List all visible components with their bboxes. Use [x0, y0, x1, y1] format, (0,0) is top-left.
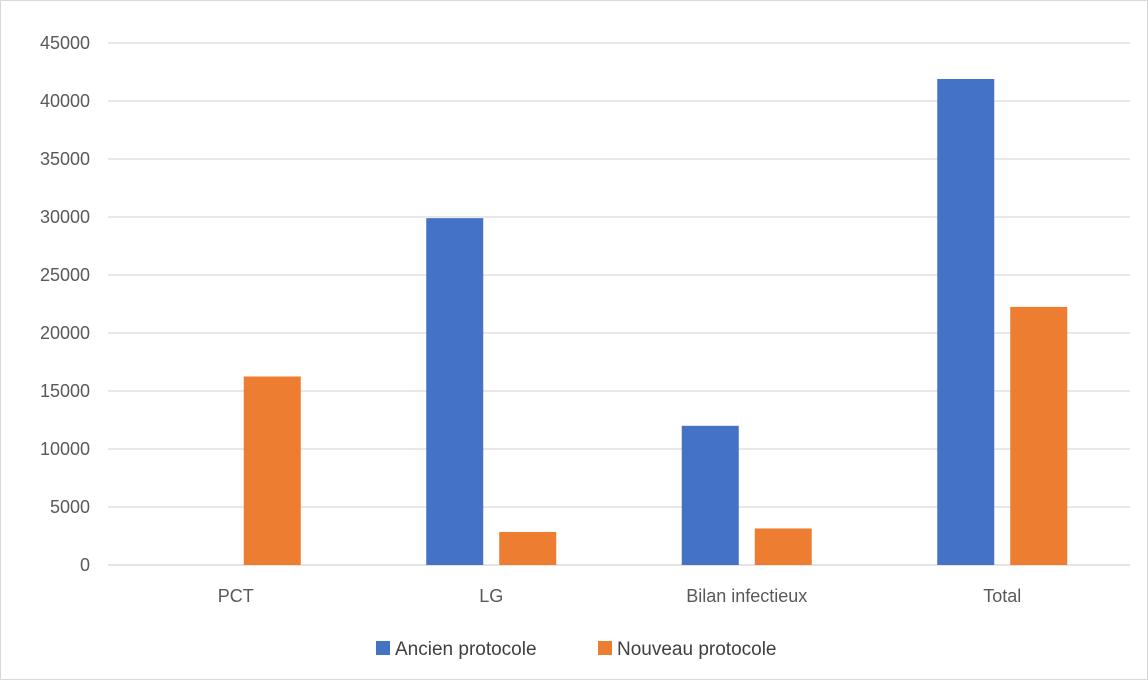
- y-tick-label: 40000: [40, 91, 90, 111]
- bar-nouveau-protocole-pct: [243, 376, 301, 565]
- y-tick-label: 25000: [40, 265, 90, 285]
- legend: Ancien protocole Nouveau protocole: [376, 639, 777, 660]
- x-axis-tick-labels: PCT LG Bilan infectieux Total: [218, 586, 1022, 606]
- y-tick-label: 35000: [40, 149, 90, 169]
- legend-label: Nouveau protocole: [617, 639, 777, 660]
- y-tick-label: 45000: [40, 33, 90, 53]
- x-tick-label: Bilan infectieux: [686, 586, 807, 606]
- bar-nouveau-protocole-lg: [499, 531, 557, 565]
- legend-swatch: [376, 641, 390, 655]
- bar-ancien-protocole-total: [937, 78, 995, 566]
- y-tick-label: 15000: [40, 381, 90, 401]
- y-tick-label: 0: [80, 555, 90, 575]
- y-tick-label: 10000: [40, 439, 90, 459]
- y-tick-label: 30000: [40, 207, 90, 227]
- bar-ancien-protocole-lg: [426, 218, 484, 565]
- bar-nouveau-protocole-total: [1010, 306, 1068, 565]
- bar-nouveau-protocole-bilan-infectieux: [754, 528, 812, 565]
- y-tick-label: 20000: [40, 323, 90, 343]
- x-tick-label: Total: [983, 586, 1021, 606]
- legend-swatch: [598, 641, 612, 655]
- x-tick-label: LG: [479, 586, 503, 606]
- y-axis-tick-labels: 0 5000 10000 15000 20000 25000 30000 35000 40000…: [40, 33, 90, 575]
- bars: [243, 78, 1068, 566]
- legend-label: Ancien protocole: [395, 639, 537, 660]
- bar-ancien-protocole-bilan-infectieux: [681, 425, 739, 565]
- y-tick-label: 5000: [50, 497, 90, 517]
- x-tick-label: PCT: [218, 586, 254, 606]
